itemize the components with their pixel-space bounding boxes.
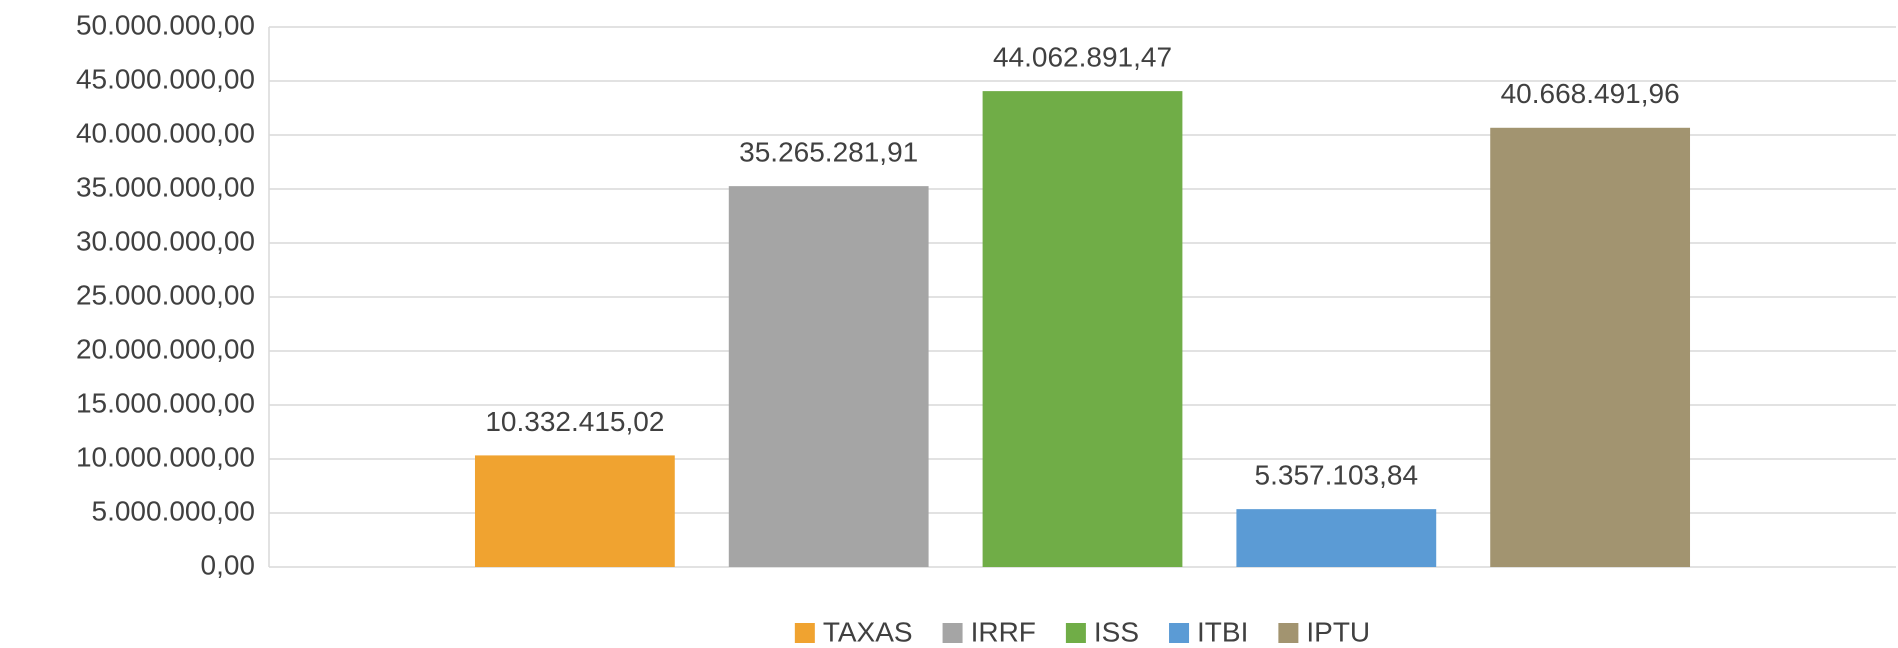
y-tick-label: 15.000.000,00 [76, 387, 255, 418]
y-tick-label: 0,00 [201, 549, 256, 580]
y-tick-label: 25.000.000,00 [76, 279, 255, 310]
legend-label: ISS [1094, 616, 1139, 647]
y-tick-label: 40.000.000,00 [76, 117, 255, 148]
legend-label: IRRF [971, 616, 1036, 647]
bar [474, 455, 675, 567]
legend-swatch [1169, 623, 1190, 643]
data-label: 44.062.891,47 [993, 42, 1172, 73]
legend-label: ITBI [1197, 616, 1248, 647]
y-tick-label: 5.000.000,00 [92, 495, 256, 526]
bar [728, 186, 929, 567]
data-label: 5.357.103,84 [1255, 460, 1419, 491]
legend-swatch [942, 623, 963, 643]
y-tick-label: 10.000.000,00 [76, 441, 255, 472]
legend-swatch [794, 623, 815, 643]
y-tick-label: 20.000.000,00 [76, 333, 255, 364]
legend-swatch [1065, 623, 1086, 643]
legend-label: TAXAS [823, 616, 913, 647]
y-tick-label: 45.000.000,00 [76, 63, 255, 94]
data-label: 10.332.415,02 [485, 406, 664, 437]
y-tick-label: 50.000.000,00 [76, 9, 255, 40]
y-tick-label: 35.000.000,00 [76, 171, 255, 202]
data-label: 35.265.281,91 [739, 137, 918, 168]
bar [1236, 509, 1437, 567]
legend-label: IPTU [1306, 616, 1370, 647]
bar [1490, 127, 1691, 568]
legend-swatch [1278, 623, 1299, 643]
y-tick-label: 30.000.000,00 [76, 225, 255, 256]
bar [982, 91, 1183, 567]
data-label: 40.668.491,96 [1501, 78, 1680, 109]
